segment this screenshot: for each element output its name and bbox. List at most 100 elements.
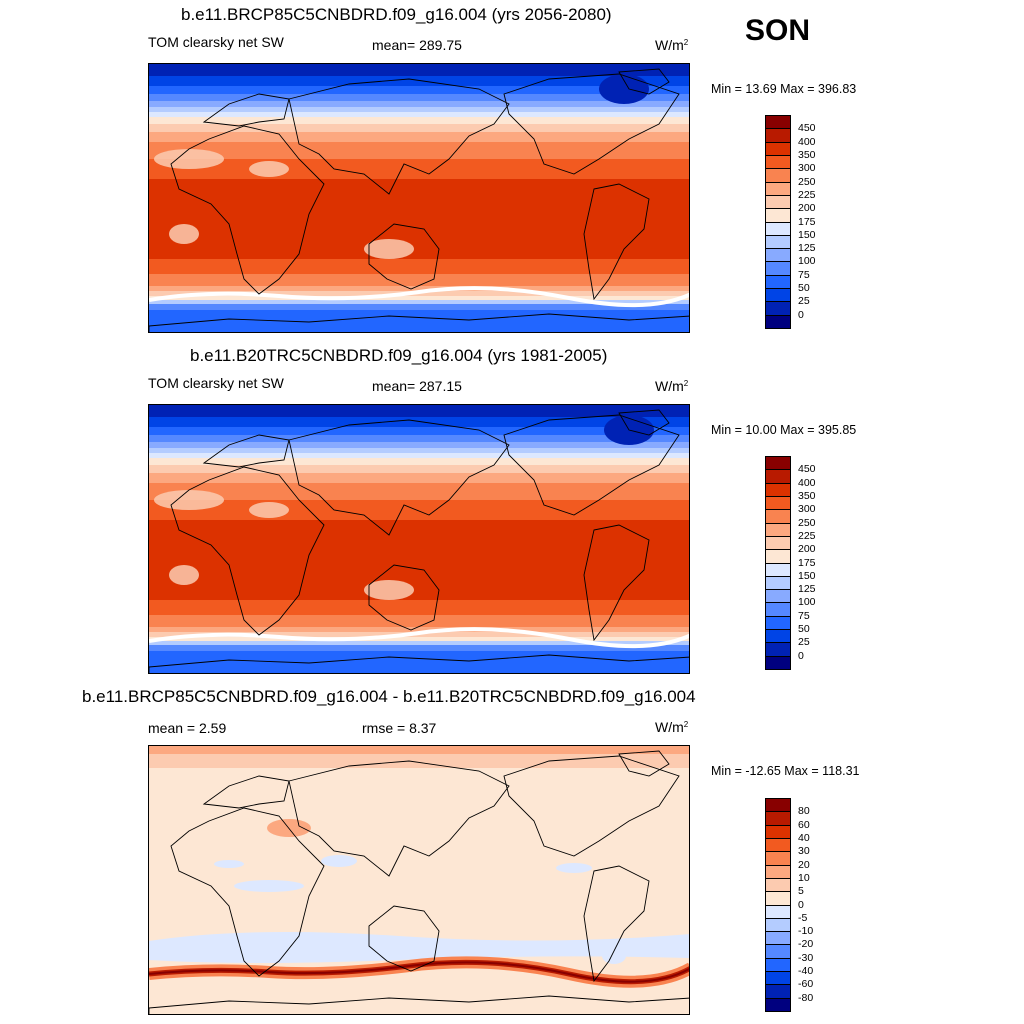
field-band bbox=[149, 76, 689, 87]
colorbar-segment bbox=[765, 128, 791, 143]
field-band bbox=[149, 94, 689, 102]
colorbar-tick-label: 25 bbox=[798, 636, 810, 649]
colorbar-segment bbox=[765, 562, 791, 577]
field-band bbox=[149, 107, 689, 113]
coastline bbox=[618, 68, 670, 95]
field-band bbox=[149, 473, 689, 484]
colorbar-segment bbox=[765, 482, 791, 497]
field-band bbox=[149, 304, 689, 311]
colorbar-segment bbox=[765, 535, 791, 551]
colorbar-tick-label: 100 bbox=[798, 596, 816, 609]
field-patch bbox=[249, 161, 289, 177]
map-plot bbox=[149, 746, 689, 1014]
coastline bbox=[170, 125, 325, 295]
panel1-variable: TOM clearsky net SW bbox=[148, 34, 284, 50]
field-band bbox=[149, 453, 689, 459]
field-patch bbox=[234, 880, 304, 892]
panel3-minmax: Min = -12.65 Max = 118.31 bbox=[711, 764, 860, 778]
colorbar-tick-label: 200 bbox=[798, 543, 816, 556]
colorbar-tick-label: 125 bbox=[798, 242, 816, 255]
colorbar-segment bbox=[765, 851, 791, 866]
panel2-mean: mean= 287.15 bbox=[372, 378, 462, 394]
colorbar-segment bbox=[765, 997, 791, 1012]
colorbar-tick-label: -30 bbox=[798, 951, 814, 964]
field-band bbox=[149, 259, 689, 275]
field-band bbox=[149, 64, 689, 77]
colorbar-tick-label: 10 bbox=[798, 871, 810, 884]
colorbar-segment bbox=[765, 877, 791, 893]
coastline bbox=[503, 755, 680, 857]
colorbar-tick-label: 250 bbox=[798, 516, 816, 529]
panel3-colorbar: 80 60 40 30 20 10 5 0 -5 -10 -20 -30 -40 -60 -80 bbox=[765, 798, 813, 1012]
colorbar-tick-label: 60 bbox=[798, 818, 810, 831]
map-plot bbox=[149, 64, 689, 332]
colorbar-tick-label: 0 bbox=[798, 649, 804, 662]
colorbar-tick-label: 225 bbox=[798, 529, 816, 542]
colorbar-tick-label: 300 bbox=[798, 503, 816, 516]
field-band bbox=[149, 179, 689, 260]
field-band bbox=[149, 600, 689, 616]
colorbar-segment bbox=[765, 274, 791, 290]
field-band bbox=[149, 465, 689, 474]
colorbar-segment bbox=[765, 301, 791, 316]
colorbar-segment bbox=[765, 522, 791, 537]
colorbar-tick-label: 250 bbox=[798, 175, 816, 188]
panel1-minmax: Min = 13.69 Max = 396.83 bbox=[711, 82, 857, 96]
colorbar-segment bbox=[765, 837, 791, 853]
colorbar-segment bbox=[765, 154, 791, 170]
colorbar-segment bbox=[765, 589, 791, 604]
panel2-title: b.e11.B20TRC5CNBDRD.f09_g16.004 (yrs 198… bbox=[190, 346, 608, 365]
coastline bbox=[583, 183, 650, 301]
field-band bbox=[149, 405, 689, 418]
colorbar-tick-label: 20 bbox=[798, 858, 810, 871]
coastline bbox=[170, 466, 325, 636]
field-patch bbox=[214, 860, 244, 868]
colorbar-segment bbox=[765, 798, 791, 813]
colorbar-tick-label: 125 bbox=[798, 583, 816, 596]
field-patch bbox=[169, 224, 199, 244]
panel1-mean: mean= 289.75 bbox=[372, 37, 462, 53]
colorbar-segment bbox=[765, 181, 791, 196]
colorbar-tick-label: -5 bbox=[798, 911, 808, 924]
field-band bbox=[149, 142, 689, 160]
coastline bbox=[202, 93, 290, 127]
field-band bbox=[149, 296, 689, 301]
colorbar-tick-label: 225 bbox=[798, 188, 816, 201]
colorbar-tick-label: 80 bbox=[798, 805, 810, 818]
colorbar-tick-label: 0 bbox=[798, 308, 804, 321]
field-band bbox=[149, 310, 689, 332]
field-band bbox=[149, 159, 689, 180]
field-contour bbox=[149, 286, 689, 308]
colorbar-segment bbox=[765, 288, 791, 303]
colorbar-tick-label: 75 bbox=[798, 268, 810, 281]
map-plot bbox=[149, 405, 689, 673]
colorbar-segment bbox=[765, 642, 791, 657]
field-patch bbox=[169, 565, 199, 585]
colorbar-segment bbox=[765, 115, 791, 130]
colorbar-tick-label: 200 bbox=[798, 202, 816, 215]
colorbar-segment bbox=[765, 904, 791, 919]
coastline bbox=[368, 223, 440, 290]
colorbar-tick-label: 40 bbox=[798, 831, 810, 844]
panel1-map bbox=[148, 63, 690, 333]
coastline bbox=[288, 78, 510, 195]
colorbar-segment bbox=[765, 194, 791, 210]
field-band bbox=[149, 627, 689, 633]
colorbar-segment bbox=[765, 248, 791, 263]
colorbar-segment bbox=[765, 208, 791, 223]
colorbar-segment bbox=[765, 629, 791, 644]
panel3-mean: mean = 2.59 bbox=[148, 720, 227, 736]
colorbar-tick-label: 100 bbox=[798, 255, 816, 268]
colorbar-segment bbox=[765, 655, 791, 670]
colorbar-tick-label: 25 bbox=[798, 295, 810, 308]
coastline bbox=[618, 750, 670, 777]
panel2-colorbar: 450 400 350 300 250 225 200 175 150 125 100 75 50 25 0 bbox=[765, 456, 816, 670]
colorbar-segment bbox=[765, 957, 791, 973]
field-band bbox=[149, 746, 689, 754]
coastline bbox=[583, 865, 650, 983]
colorbar-segment bbox=[765, 141, 791, 156]
colorbar-tick-label: -40 bbox=[798, 965, 814, 978]
colorbar-tick-label: -60 bbox=[798, 978, 814, 991]
colorbar-segment bbox=[765, 971, 791, 986]
colorbar-segment bbox=[765, 615, 791, 631]
